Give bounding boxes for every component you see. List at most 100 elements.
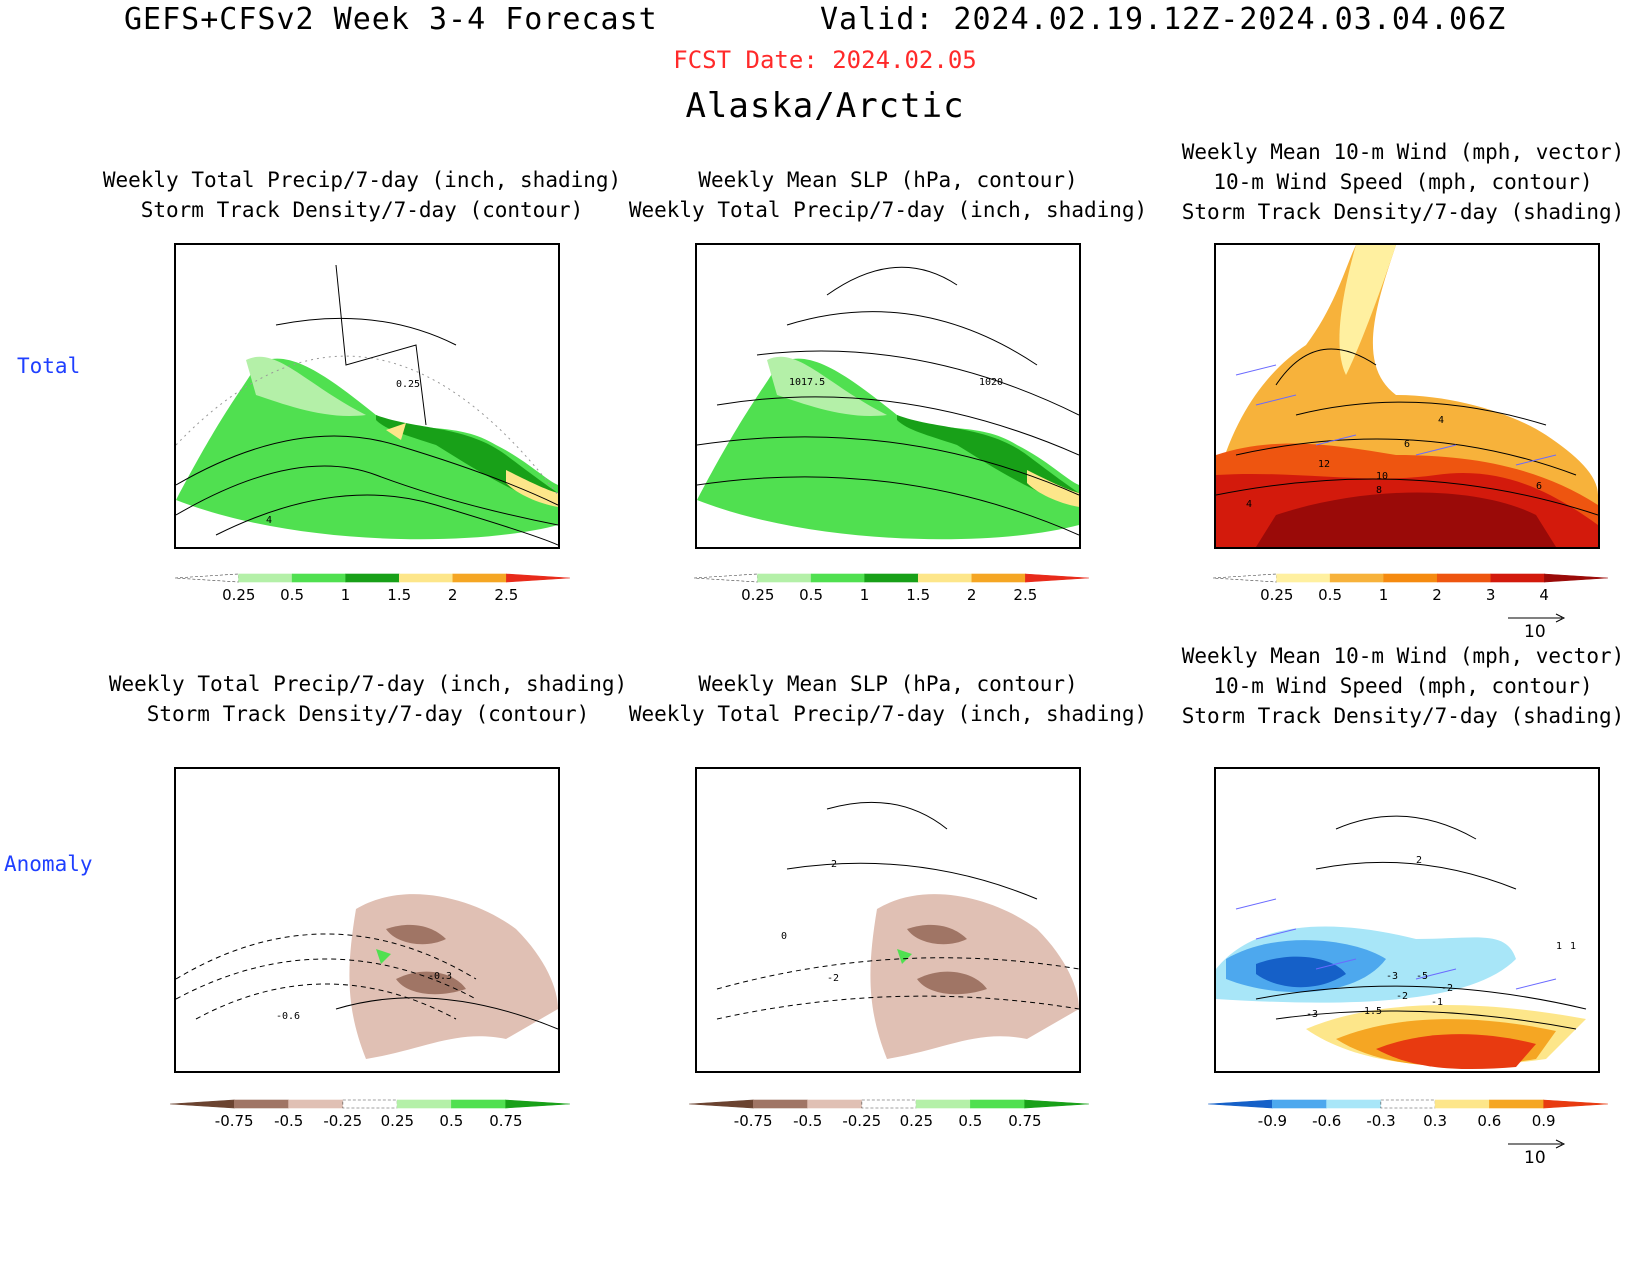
precip-shading <box>506 470 558 507</box>
colorbar-tick-label: 1 <box>340 586 351 604</box>
region-title: Alaska/Arctic <box>685 86 965 126</box>
colorbar-swatch <box>170 1099 235 1109</box>
colorbar-swatch <box>810 573 866 583</box>
colorbar-svg <box>694 573 1089 583</box>
precip-shading <box>386 423 406 440</box>
colorbar-tick-label: 0.5 <box>1318 586 1342 604</box>
wind-reference-label: 10 <box>1524 1148 1546 1168</box>
colorbar-storm-total: 0.25 0.5 1 2 3 4 <box>1213 570 1608 610</box>
panel-title-total-slp: Weekly Mean SLP (hPa, contour) Weekly To… <box>618 165 1158 225</box>
contour-label: 12 <box>1318 459 1330 470</box>
contour-label: 6 <box>1536 481 1542 492</box>
colorbar-swatch <box>861 1099 917 1109</box>
colorbar-swatch <box>1489 1099 1545 1109</box>
colorbar-swatch <box>689 1099 754 1109</box>
colorbar-tick-label: 0.25 <box>380 1112 415 1130</box>
colorbar-swatch <box>1213 573 1277 583</box>
colorbar-swatch <box>1490 573 1545 583</box>
colorbar-swatch <box>233 1099 289 1109</box>
storm-shading <box>1256 956 1346 988</box>
panel-title-line: Storm Track Density/7-day (shading) <box>1181 704 1625 728</box>
colorbar-svg <box>689 1099 1089 1109</box>
contour-label: 1 <box>1570 941 1576 952</box>
panel-title-total-precip: Weekly Total Precip/7-day (inch, shading… <box>92 165 632 225</box>
contour-label: -2 <box>1441 983 1453 994</box>
forecast-date: FCST Date: 2024.02.05 <box>673 46 977 74</box>
storm-shading <box>1339 245 1396 375</box>
colorbar-tick-label: 2.5 <box>494 586 519 604</box>
contour-label: 0.25 <box>396 379 420 390</box>
contour-label: 10 <box>1376 471 1388 482</box>
colorbar-swatch <box>864 573 919 583</box>
contour-label: -0.6 <box>276 1011 300 1022</box>
colorbar-swatch <box>1383 573 1438 583</box>
colorbar-swatch <box>971 573 1026 583</box>
colorbar-tick-label: 1.5 <box>906 586 931 604</box>
figure-title-valid: Valid: 2024.02.19.12Z-2024.03.04.06Z <box>820 2 1507 37</box>
colorbar-swatch <box>915 1099 971 1109</box>
colorbar-slp-precip-total: 0.25 0.5 1 1.5 2 2.5 <box>694 570 1089 610</box>
colorbar-precip-total: 0.25 0.5 1 1.5 2 2.5 <box>175 570 570 610</box>
colorbar-swatch <box>398 573 454 583</box>
map-total-slp: 1017.5 1020 <box>695 243 1081 549</box>
colorbar-swatch <box>396 1099 452 1109</box>
contour-label: -2 <box>1396 991 1408 1002</box>
contour-label: 4 <box>1438 415 1444 426</box>
panel-title-line: Weekly Total Precip/7-day (inch, shading… <box>108 672 628 696</box>
colorbar-tick-label: -0.5 <box>274 1112 304 1130</box>
wind-reference-vector-anomaly: 10 <box>1508 1138 1568 1168</box>
colorbar-swatch <box>238 573 293 583</box>
contour-label: -1 <box>1431 997 1443 1008</box>
panel-title-line: 10-m Wind Speed (mph, contour) <box>1213 170 1593 194</box>
precip-shading <box>396 971 466 995</box>
row-label-total: Total <box>17 354 81 378</box>
panel-title-total-wind: Weekly Mean 10-m Wind (mph, vector) 10-m… <box>1158 137 1648 227</box>
precip-shading <box>767 356 887 416</box>
panel-title-line: Weekly Mean 10-m Wind (mph, vector) <box>1181 140 1625 164</box>
colorbar-tick-label: 3 <box>1485 586 1496 604</box>
contour-label: 4 <box>1246 499 1252 510</box>
wind-reference-label: 10 <box>1524 622 1546 642</box>
colorbar-tick-label: 1 <box>859 586 870 604</box>
colorbar-tick-label: 1 <box>1378 586 1389 604</box>
colorbar-swatch <box>1025 573 1089 583</box>
colorbar-svg <box>170 1099 570 1109</box>
colorbar-tick-label: -0.75 <box>733 1112 773 1130</box>
row-label-anomaly: Anomaly <box>4 852 93 876</box>
colorbar-tick-label: 0.5 <box>958 1112 983 1130</box>
colorbar-swatch <box>1436 573 1492 583</box>
colorbar-tick-label: 2 <box>447 586 458 604</box>
colorbar-tick-label: 0.75 <box>1008 1112 1042 1130</box>
panel-title-line: Storm Track Density/7-day (contour) <box>146 702 590 726</box>
colorbar-tick-label: 0.5 <box>799 586 823 604</box>
panel-title-line: Weekly Mean SLP (hPa, contour) <box>698 672 1078 696</box>
map-anom-slp: 2 0 -2 <box>695 767 1081 1073</box>
contour-label: 2 <box>1416 855 1422 866</box>
contour-label: 0 <box>781 931 787 942</box>
precip-shading <box>907 924 967 945</box>
colorbar-swatch <box>1543 1099 1608 1109</box>
precip-shading <box>697 358 1079 540</box>
colorbar-swatch <box>451 1099 507 1109</box>
map-total-wind: 4 6 12 10 8 4 6 <box>1214 243 1600 549</box>
colorbar-tick-label: 1.5 <box>387 586 412 604</box>
colorbar-swatch <box>1208 1099 1273 1109</box>
contour-label: 2 <box>831 859 837 870</box>
colorbar-swatch <box>970 1099 1026 1109</box>
panel-title-line: Weekly Mean SLP (hPa, contour) <box>698 168 1078 192</box>
colorbar-swatch <box>917 573 973 583</box>
storm-shading <box>1256 492 1556 547</box>
colorbar-tick-label: 0.25 <box>1260 586 1294 604</box>
colorbar-swatch <box>291 573 347 583</box>
panel-title-line: Weekly Total Precip/7-day (inch, shading… <box>628 198 1148 222</box>
colorbar-tick-label: -0.25 <box>842 1112 882 1130</box>
colorbar-tick-label: 0.5 <box>439 1112 464 1130</box>
colorbar-tick-label: -0.25 <box>323 1112 363 1130</box>
contour-label: -2 <box>827 973 839 984</box>
colorbar-precip-anom: -0.75 -0.5 -0.25 0.25 0.5 0.75 <box>170 1096 570 1136</box>
panel-title-anom-slp: Weekly Mean SLP (hPa, contour) Weekly To… <box>618 669 1158 729</box>
map-total-precip: 0.25 4 <box>174 243 560 549</box>
colorbar-swatch <box>506 573 570 583</box>
precip-shading <box>870 894 1079 1059</box>
contour-label: 1020 <box>979 377 1003 388</box>
